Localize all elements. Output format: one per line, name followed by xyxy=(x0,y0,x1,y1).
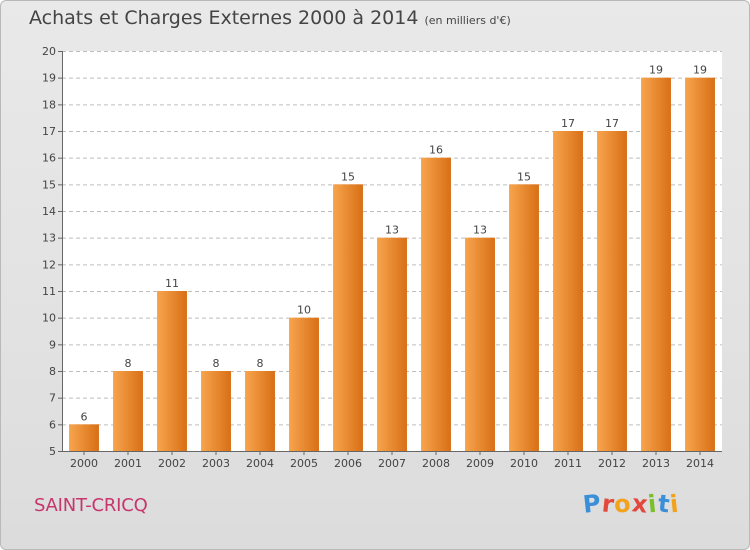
bar-2000 xyxy=(69,424,99,451)
y-tick-label: 6 xyxy=(49,418,56,431)
bar-value-label: 15 xyxy=(517,170,531,183)
bar-value-label: 6 xyxy=(81,410,88,423)
bars: 6 8 11 8 8 10 15 13 16 13 15 17 17 19 19 xyxy=(69,64,715,452)
x-tick-label: 2007 xyxy=(378,457,406,470)
axes: 5 6 7 8 9 10 11 12 13 14 15 16 17 18 19 20 2000 2001 2002 2… xyxy=(42,45,722,470)
bar-2004 xyxy=(245,371,275,451)
y-tick-label: 15 xyxy=(42,178,56,191)
y-tick-label: 9 xyxy=(49,338,56,351)
bar-value-label: 8 xyxy=(257,357,264,370)
y-tick-label: 19 xyxy=(42,72,56,85)
y-tick-label: 18 xyxy=(42,98,56,111)
y-tick-label: 17 xyxy=(42,125,56,138)
x-tick-label: 2010 xyxy=(510,457,538,470)
y-tick-label: 12 xyxy=(42,258,56,271)
x-tick-label: 2005 xyxy=(290,457,318,470)
chart-title-text: Achats et Charges Externes 2000 à 2014 xyxy=(29,7,419,29)
x-tick-label: 2004 xyxy=(246,457,274,470)
bar-value-label: 19 xyxy=(649,64,663,77)
y-tick-label: 11 xyxy=(42,285,56,298)
x-tick-label: 2013 xyxy=(642,457,670,470)
bar-value-label: 16 xyxy=(429,144,443,157)
y-tick-label: 5 xyxy=(49,445,56,458)
bar-2002 xyxy=(157,291,187,451)
bar-2014 xyxy=(685,77,715,452)
bar-2009 xyxy=(465,237,495,451)
proxiti-logo: Proxiti xyxy=(582,489,681,519)
bar-value-label: 13 xyxy=(385,224,399,237)
bar-2013 xyxy=(641,77,671,452)
bar-2007 xyxy=(377,237,407,451)
logo-letter: i xyxy=(668,489,681,519)
x-tick-label: 2014 xyxy=(686,457,714,470)
y-tick-label: 8 xyxy=(49,365,56,378)
bar-2012 xyxy=(597,131,627,451)
bar-2010 xyxy=(509,184,539,452)
x-tick-label: 2008 xyxy=(422,457,450,470)
bar-value-label: 11 xyxy=(165,277,179,290)
bar-value-label: 10 xyxy=(297,304,311,317)
bar-2003 xyxy=(201,371,231,451)
x-tick-label: 2012 xyxy=(598,457,626,470)
bar-value-label: 17 xyxy=(605,117,619,130)
x-tick-label: 2000 xyxy=(70,457,98,470)
bar-value-label: 19 xyxy=(693,64,707,77)
y-tick-label: 7 xyxy=(49,392,56,405)
x-tick-label: 2011 xyxy=(554,457,582,470)
x-tick-label: 2001 xyxy=(114,457,142,470)
chart-title: Achats et Charges Externes 2000 à 2014 (e… xyxy=(29,7,511,29)
bar-2011 xyxy=(553,131,583,451)
bar-2001 xyxy=(113,371,143,451)
bar-2005 xyxy=(289,317,319,451)
chart-unit: (en milliers d'€) xyxy=(424,14,511,27)
bar-value-label: 8 xyxy=(125,357,132,370)
bar-2008 xyxy=(421,157,451,451)
bar-value-label: 8 xyxy=(213,357,220,370)
bar-value-label: 15 xyxy=(341,170,355,183)
commune-name: SAINT-CRICQ xyxy=(34,495,148,516)
y-tick-label: 10 xyxy=(42,312,56,325)
y-tick-label: 13 xyxy=(42,232,56,245)
y-tick-label: 16 xyxy=(42,152,56,165)
bar-2006 xyxy=(333,184,363,452)
x-tick-label: 2003 xyxy=(202,457,230,470)
bar-value-label: 13 xyxy=(473,224,487,237)
x-tick-label: 2002 xyxy=(158,457,186,470)
x-tick-label: 2009 xyxy=(466,457,494,470)
y-tick-label: 14 xyxy=(42,205,56,218)
x-tick-label: 2006 xyxy=(334,457,362,470)
bar-value-label: 17 xyxy=(561,117,575,130)
y-tick-label: 20 xyxy=(42,45,56,58)
